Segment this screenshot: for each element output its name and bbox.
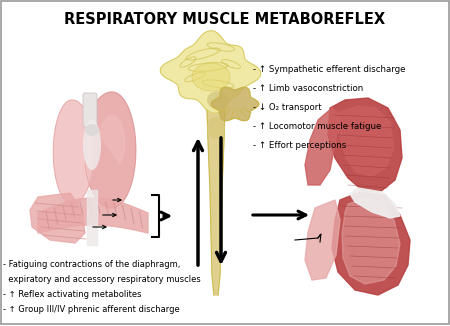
Text: - ↓ O₂ transport: - ↓ O₂ transport <box>253 103 322 112</box>
Ellipse shape <box>207 91 229 109</box>
Text: - ↑ Effort perceptions: - ↑ Effort perceptions <box>253 141 346 150</box>
Polygon shape <box>342 198 400 284</box>
Polygon shape <box>30 193 85 243</box>
Polygon shape <box>87 190 97 245</box>
Ellipse shape <box>207 117 225 139</box>
Ellipse shape <box>83 120 101 170</box>
Polygon shape <box>211 87 259 121</box>
Text: - ↑ Group III/IV phrenic afferent discharge: - ↑ Group III/IV phrenic afferent discha… <box>3 305 180 314</box>
Text: - Fatiguing contractions of the diaphragm,: - Fatiguing contractions of the diaphrag… <box>3 260 180 269</box>
Text: expiratory and accessory respiratory muscles: expiratory and accessory respiratory mus… <box>3 275 201 284</box>
Polygon shape <box>332 192 410 295</box>
Polygon shape <box>305 200 340 280</box>
Polygon shape <box>86 92 136 208</box>
Text: - ↑ Reflex activating metabolites: - ↑ Reflex activating metabolites <box>3 290 141 299</box>
Polygon shape <box>160 31 261 113</box>
Text: - ↑ Locomotor muscle fatigue: - ↑ Locomotor muscle fatigue <box>253 122 382 131</box>
Text: - ↑ Limb vasoconstriction: - ↑ Limb vasoconstriction <box>253 84 363 93</box>
Polygon shape <box>207 110 225 295</box>
Polygon shape <box>328 98 402 192</box>
Text: RESPIRATORY MUSCLE METABOREFLEX: RESPIRATORY MUSCLE METABOREFLEX <box>64 12 386 27</box>
Polygon shape <box>305 108 340 185</box>
Polygon shape <box>350 188 400 218</box>
Text: - ↑ Sympathetic efferent discharge: - ↑ Sympathetic efferent discharge <box>253 65 405 74</box>
Polygon shape <box>53 100 92 204</box>
Polygon shape <box>38 198 148 233</box>
Ellipse shape <box>85 124 99 136</box>
Ellipse shape <box>192 63 230 91</box>
Polygon shape <box>336 106 394 176</box>
FancyBboxPatch shape <box>83 93 97 127</box>
Polygon shape <box>100 115 125 163</box>
